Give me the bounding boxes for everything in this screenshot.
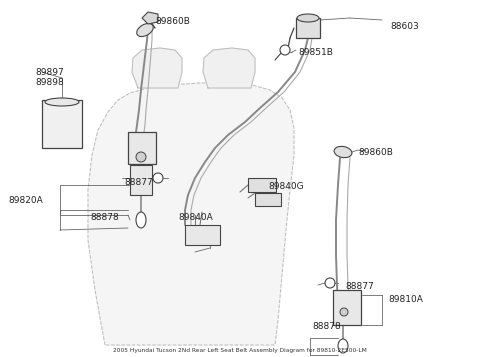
Bar bbox=[130, 165, 152, 195]
Text: 88877: 88877 bbox=[124, 178, 153, 187]
Polygon shape bbox=[142, 12, 158, 24]
Text: 89840G: 89840G bbox=[268, 182, 304, 191]
Text: 88878: 88878 bbox=[90, 213, 119, 222]
Text: 2005 Hyundai Tucson 2Nd Rear Left Seat Belt Assembly Diagram for 89810-2E500-LM: 2005 Hyundai Tucson 2Nd Rear Left Seat B… bbox=[113, 348, 367, 353]
Polygon shape bbox=[132, 48, 182, 88]
Circle shape bbox=[325, 278, 335, 288]
Bar bbox=[42, 100, 82, 148]
Ellipse shape bbox=[297, 14, 319, 22]
Circle shape bbox=[340, 308, 348, 316]
Text: 89860B: 89860B bbox=[155, 17, 190, 26]
Circle shape bbox=[280, 45, 290, 55]
Polygon shape bbox=[88, 83, 294, 345]
Ellipse shape bbox=[137, 24, 153, 36]
Text: 88877: 88877 bbox=[345, 282, 374, 291]
Bar bbox=[255, 193, 281, 206]
Ellipse shape bbox=[45, 98, 79, 106]
Text: 88878: 88878 bbox=[312, 322, 341, 331]
Bar bbox=[185, 225, 220, 245]
Circle shape bbox=[136, 152, 146, 162]
Text: 89820A: 89820A bbox=[8, 196, 43, 205]
Ellipse shape bbox=[334, 146, 352, 158]
Text: 89860B: 89860B bbox=[358, 148, 393, 157]
Bar bbox=[128, 132, 156, 164]
Ellipse shape bbox=[338, 339, 348, 353]
Circle shape bbox=[153, 173, 163, 183]
Ellipse shape bbox=[136, 212, 146, 228]
Text: 88603: 88603 bbox=[390, 22, 419, 31]
Text: 89851B: 89851B bbox=[298, 48, 333, 57]
Bar bbox=[248, 178, 276, 192]
Text: 89897
89898: 89897 89898 bbox=[35, 68, 64, 87]
Bar bbox=[296, 18, 320, 38]
Text: 89840A: 89840A bbox=[178, 213, 213, 222]
Text: 89810A: 89810A bbox=[388, 295, 423, 304]
Bar bbox=[333, 290, 361, 325]
Polygon shape bbox=[203, 48, 255, 88]
